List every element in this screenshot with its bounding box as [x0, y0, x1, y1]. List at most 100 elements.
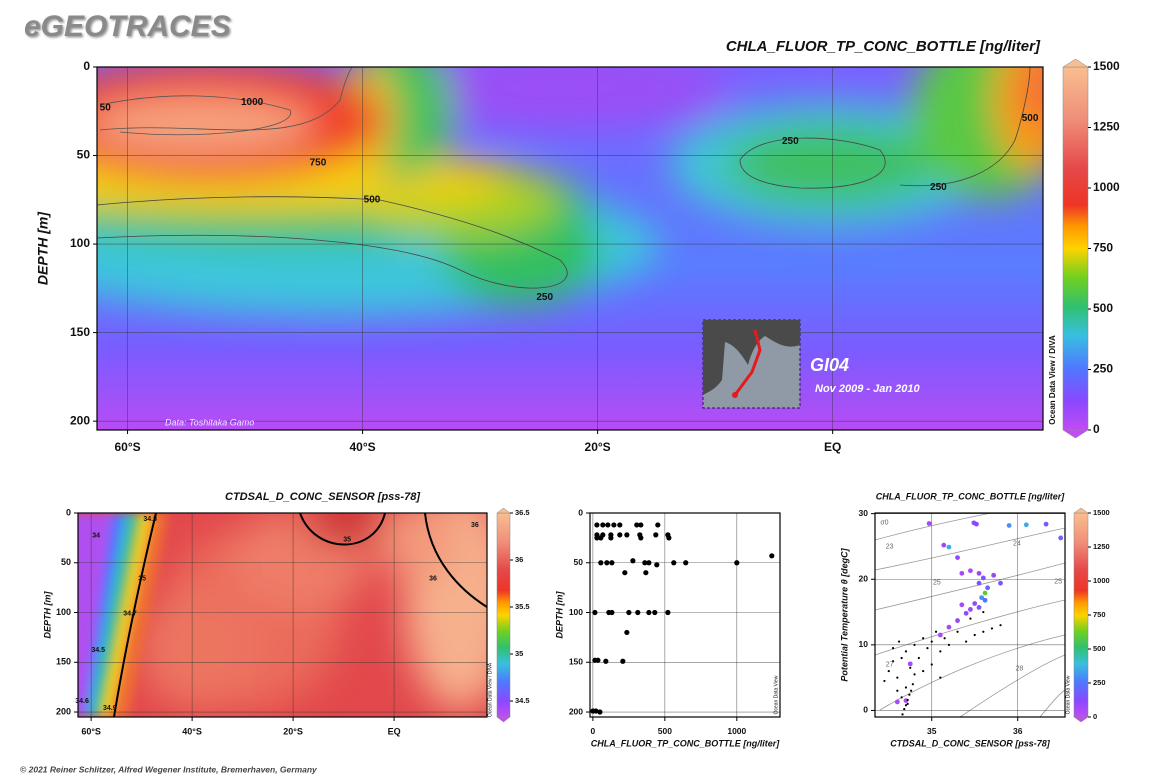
point	[973, 633, 976, 637]
contour-label: 34.9	[103, 705, 117, 712]
point	[930, 663, 933, 666]
colorbar-tick-label: 34.5	[515, 696, 530, 705]
colorbar-tick-label: 35.5	[515, 602, 530, 611]
y-tick-label: 50	[61, 557, 71, 567]
point	[646, 609, 652, 616]
y-tick-label: 20	[859, 574, 869, 584]
point	[654, 562, 660, 568]
credit: Ocean Data View / DIVA	[487, 662, 493, 717]
point	[965, 640, 968, 643]
point	[955, 618, 960, 623]
field-band	[78, 513, 112, 717]
x-tick-label: 40°S	[350, 440, 376, 454]
isopycnal	[875, 562, 1065, 611]
contour-label: 500	[1022, 113, 1039, 124]
contour-label: 34.8	[143, 516, 157, 523]
isopycnal	[879, 634, 1065, 711]
point	[998, 580, 1003, 586]
point	[609, 609, 615, 616]
credit: Ocean Data View	[773, 675, 779, 714]
y-tick-label: 50	[574, 557, 584, 567]
contour-label: 250	[536, 292, 553, 303]
field-blob	[380, 513, 460, 580]
brand: eGEOTRACES	[24, 10, 231, 43]
point	[620, 658, 626, 664]
plot-frame	[874, 512, 1066, 718]
plot-area	[875, 513, 1065, 717]
point	[653, 532, 659, 538]
plot-frame	[589, 512, 781, 718]
contour-label: 34.6	[75, 698, 89, 705]
point	[891, 660, 895, 663]
field-blob	[725, 127, 935, 203]
point	[968, 568, 973, 574]
point	[603, 658, 609, 664]
point	[624, 532, 630, 538]
field-blob	[1022, 67, 1043, 130]
point	[605, 522, 611, 528]
colorbar-cap	[496, 507, 511, 514]
point	[976, 570, 982, 576]
point	[913, 643, 916, 646]
colorbar-tick-label: 500	[1093, 644, 1106, 653]
isopycnal	[959, 654, 1065, 717]
point	[652, 609, 658, 616]
point	[922, 637, 925, 640]
point	[887, 669, 890, 673]
y-tick-label: 0	[578, 507, 583, 517]
point	[939, 650, 942, 653]
contour-label: 28	[1016, 665, 1024, 672]
chart-title: CTDSAL_D_CONC_SENSOR [pss-78]	[225, 491, 420, 503]
point	[598, 535, 604, 541]
colorbar	[496, 512, 511, 718]
point	[903, 708, 906, 711]
point	[883, 679, 886, 683]
point	[904, 686, 908, 689]
colorbar-tick-label: 0	[1093, 422, 1100, 436]
point	[904, 650, 908, 653]
contour-label: 25	[933, 579, 941, 586]
y-axis-label: Potential Temperature θ [degC]	[839, 547, 849, 681]
point	[963, 610, 969, 616]
point	[955, 555, 960, 561]
contour-line	[899, 67, 1031, 187]
y-tick-label: 150	[56, 657, 71, 667]
point	[943, 637, 946, 640]
point	[982, 597, 988, 603]
field	[875, 513, 1065, 717]
field-blobs	[140, 513, 487, 710]
y-axis-label: DEPTH [m]	[42, 590, 52, 638]
point	[624, 629, 630, 636]
contour-line	[739, 137, 886, 189]
x-tick-label: 20°S	[283, 726, 303, 736]
plot-frame	[77, 512, 488, 718]
y-tick-label: 0	[83, 59, 90, 73]
y-tick-label: 50	[77, 148, 91, 162]
point	[683, 560, 689, 566]
point	[597, 709, 603, 715]
y-axis-label: DEPTH [m]	[554, 590, 564, 638]
point	[617, 522, 623, 528]
point	[626, 609, 632, 616]
colorbar-tick-label: 1000	[1093, 576, 1110, 585]
field-blob	[910, 67, 1043, 200]
contour-label: 27	[886, 661, 894, 668]
colorbar-tick-label: 35	[515, 649, 523, 658]
x-tick-label: EQ	[388, 726, 401, 736]
point	[609, 560, 615, 566]
isopycnal	[875, 599, 1065, 656]
x-tick-label: 500	[658, 726, 672, 736]
y-tick-label: 150	[569, 657, 583, 667]
contour-line	[97, 196, 568, 289]
isopycnal	[875, 513, 994, 541]
x-tick-label: 0	[591, 726, 596, 736]
point	[1058, 535, 1064, 541]
contour-label: 750	[310, 157, 327, 168]
x-tick-label: 60°S	[81, 726, 101, 736]
point	[969, 617, 972, 620]
contour-line	[99, 67, 353, 131]
y-tick-label: 0	[863, 705, 868, 715]
inset-track	[733, 329, 762, 396]
point	[611, 522, 617, 528]
contour-line	[424, 513, 487, 608]
